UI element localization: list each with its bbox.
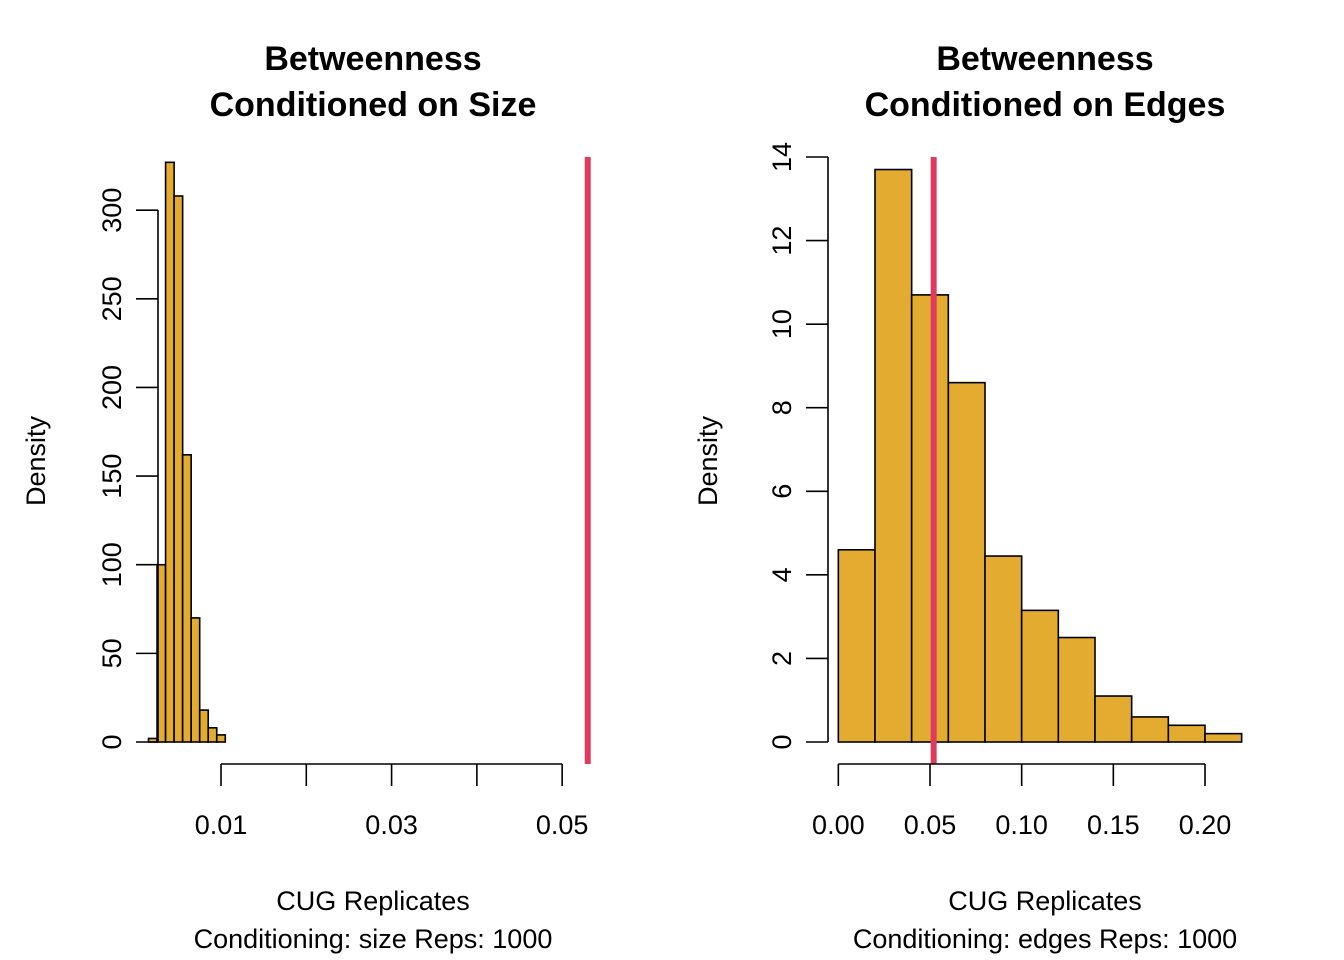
x-tick-label: 0.01 (195, 810, 248, 840)
y-tick-label: 150 (97, 454, 127, 499)
y-tick-label: 10 (767, 309, 797, 339)
histogram-bar (910, 294, 950, 743)
histogram-bar (1167, 724, 1206, 743)
histogram-bar (837, 548, 876, 743)
y-tick-label: 0 (97, 734, 127, 749)
histogram-bar (190, 617, 201, 743)
y-tick-label: 2 (767, 651, 797, 666)
x-tick-label: 0.15 (1087, 810, 1140, 840)
x-tick-label: 0.00 (812, 810, 865, 840)
histogram-bar (874, 168, 913, 743)
histogram-bar (181, 454, 192, 743)
y-tick-label: 50 (97, 638, 127, 668)
y-axis-label: Density (693, 415, 723, 506)
y-tick-label: 8 (767, 400, 797, 415)
chart-title-line: Betweenness (936, 40, 1153, 78)
histogram-bar (984, 555, 1023, 743)
x-axis-label-line: Conditioning: size Reps: 1000 (194, 924, 553, 954)
histogram-bar (1130, 716, 1170, 743)
histogram-bar (1057, 636, 1096, 743)
y-tick-label: 14 (767, 142, 797, 172)
x-axis-label-line: CUG Replicates (948, 886, 1142, 916)
y-tick-label: 200 (97, 365, 127, 410)
x-tick-label: 0.05 (536, 810, 589, 840)
histogram-panel-1: Betweenness Conditioned on Size 0 50 100 150 2… (21, 40, 591, 954)
histogram-panel-2: Betweenness Conditioned on Edges 0 2 4 6 8 10 12… (693, 40, 1243, 954)
histogram-bar (215, 734, 227, 743)
y-tick-label: 4 (767, 567, 797, 582)
y-tick-label: 6 (767, 484, 797, 499)
chart-title-line: Betweenness (264, 40, 481, 78)
y-tick-label: 250 (97, 276, 127, 321)
chart-title-line: Conditioned on Size (210, 86, 537, 124)
x-axis-label-line: CUG Replicates (276, 886, 470, 916)
x-tick-label: 0.03 (365, 810, 418, 840)
y-tick-label: 300 (97, 188, 127, 233)
x-tick-label: 0.05 (904, 810, 957, 840)
y-tick-label: 12 (767, 226, 797, 256)
histogram-bar (164, 161, 175, 743)
chart-title-line: Conditioned on Edges (865, 86, 1226, 124)
y-tick-label: 0 (767, 734, 797, 749)
histogram-bar (947, 381, 986, 743)
histogram-bar (1020, 609, 1060, 743)
x-axis-label-line: Conditioning: edges Reps: 1000 (853, 924, 1237, 954)
histogram-bar (207, 727, 218, 743)
x-tick-label: 0.10 (995, 810, 1048, 840)
histogram-bar (173, 195, 184, 743)
y-axis-label: Density (21, 415, 51, 506)
histogram-bar (198, 709, 210, 743)
y-tick-label: 100 (97, 542, 127, 587)
x-tick-label: 0.20 (1179, 810, 1232, 840)
histogram-bar (1204, 732, 1243, 743)
histogram-bar (1094, 695, 1133, 743)
